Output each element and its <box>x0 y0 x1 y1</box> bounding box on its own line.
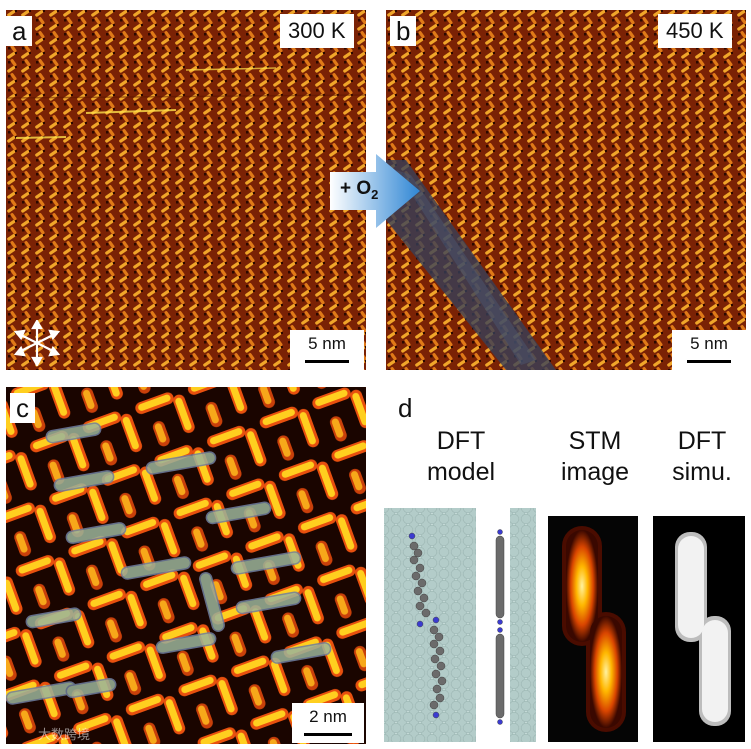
header-stm-image: STM image <box>545 426 645 488</box>
molecule-upper <box>408 532 431 628</box>
scalebar-line <box>304 733 352 736</box>
panel-d-label: d <box>392 393 419 423</box>
panel-c-scalebar: 2 nm <box>292 703 364 743</box>
oxygen-label-text: + O <box>340 178 372 199</box>
scalebar-line <box>687 360 731 363</box>
header-dft-model: DFT model <box>396 426 526 488</box>
oxygen-label: + O2 <box>340 178 378 202</box>
stm-single-molecule-image <box>548 516 638 742</box>
dft-model-side-view <box>495 508 536 742</box>
scalebar-line <box>305 360 349 363</box>
panel-c-label: c <box>10 393 35 423</box>
watermark: 大数跨境 <box>38 727 91 742</box>
dft-simulated-image <box>653 516 745 742</box>
header-dft-simu: DFT simu. <box>652 426 751 488</box>
molecule-lower <box>429 616 447 719</box>
panel-c-stm-image <box>6 387 366 744</box>
header-line: image <box>560 458 630 486</box>
oxygen-label-subscript: 2 <box>371 186 379 202</box>
scalebar-label: 2 nm <box>309 707 347 726</box>
crystal-direction-star-icon <box>14 320 60 366</box>
header-line: DFT <box>436 427 486 455</box>
panel-a-stm-image <box>6 10 366 370</box>
panel-a-scalebar: 5 nm <box>290 330 364 370</box>
panel-b-stm-image <box>386 10 746 370</box>
panel-b-label: b <box>390 16 417 46</box>
scalebar-label: 5 nm <box>690 334 728 353</box>
molecule-overlays <box>6 422 332 705</box>
dft-model-top-view <box>384 508 476 742</box>
panel-a-label: a <box>6 16 33 46</box>
header-line: STM <box>568 427 622 455</box>
panel-b-scalebar: 5 nm <box>672 330 746 370</box>
header-line: simu. <box>672 458 732 486</box>
scalebar-label: 5 nm <box>308 334 346 353</box>
panel-a-temperature: 300 K <box>280 14 354 48</box>
header-line: DFT <box>677 427 727 455</box>
header-line: model <box>426 458 496 486</box>
oxygen-arrow-icon <box>330 154 420 228</box>
panel-b-temperature: 450 K <box>658 14 732 48</box>
